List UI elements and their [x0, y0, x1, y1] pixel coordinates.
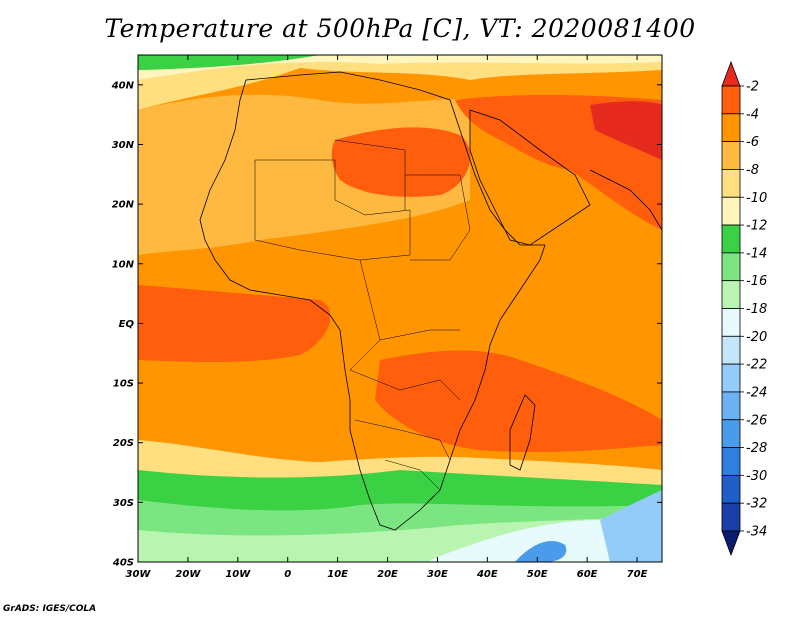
colorbar-label: -28 [746, 441, 767, 456]
lon-tick-label: 10E [327, 569, 348, 580]
colorbar: -2 -4 -6 -8 -10 -12 -14 -16 -18 -20 -22 -24 -26 -28 -3… [721, 60, 767, 557]
colorbar-swatch [721, 224, 741, 254]
lon-tick-label: 0 [284, 569, 291, 580]
colorbar-label: -18 [746, 302, 767, 317]
colorbar-swatch [721, 196, 741, 226]
colorbar-label: -16 [746, 274, 767, 289]
lat-tick-label: 20S [113, 438, 134, 449]
coastlines [199, 71, 663, 531]
colorbar-under-triangle [721, 530, 741, 557]
colorbar-swatch [721, 363, 741, 393]
lat-tick-label: 10S [113, 379, 134, 390]
latitude-axis: 40S 30S 20S 10S EQ 10N 20N 30N 40N [111, 80, 662, 569]
africa-coastline [199, 71, 546, 531]
map-title: Temperature at 500hPa [C], VT: 202008140… [104, 14, 696, 43]
border-line [354, 419, 451, 461]
colorbar-label: -24 [746, 385, 767, 400]
longitude-axis: 30W 20W 10W 0 10E 20E 30E 40E 50E 60E 70E [126, 55, 648, 580]
colorbar-label: -32 [746, 497, 767, 512]
madagascar-coastline [509, 394, 536, 471]
colorbar-swatch [721, 474, 741, 504]
atlantic-warm-tongue [138, 285, 331, 363]
lat-tick-label: 30S [113, 498, 134, 509]
plot-frame [137, 54, 663, 563]
colorbar-label: -30 [746, 469, 767, 484]
border-line [384, 459, 441, 491]
colorbar-label: -12 [746, 219, 767, 234]
country-borders [254, 139, 471, 491]
asia-hottest-core [590, 101, 662, 160]
colorbar-swatch [721, 419, 741, 448]
coldest-patch [515, 541, 567, 562]
lon-tick-label: 30E [427, 569, 448, 580]
cold-blue-patch [600, 490, 662, 562]
colorbar-swatch [721, 335, 741, 365]
colorbar-label: -34 [746, 525, 767, 540]
colorbar-label: -22 [746, 358, 767, 373]
colorbar-label: -8 [746, 163, 759, 178]
temperature-field [138, 55, 662, 562]
lon-tick-label: 60E [577, 569, 598, 580]
colorbar-swatch [721, 391, 741, 421]
lat-tick-label: 30N [112, 140, 135, 151]
lon-tick-label: 50E [527, 569, 548, 580]
colorbar-label: -4 [746, 107, 759, 122]
lat-tick-label: 10N [112, 259, 135, 270]
colorbar-over-triangle [721, 60, 741, 87]
north-pale-band [138, 55, 662, 110]
sahara-hot-core [331, 127, 471, 197]
border-line [349, 339, 461, 401]
cold-white-band [430, 495, 662, 562]
colorbar-swatch [721, 308, 741, 337]
colorbar-swatch [721, 447, 741, 476]
lon-tick-label: 70E [627, 569, 648, 580]
lon-tick-label: 20E [377, 569, 398, 580]
colorbar-label: -14 [746, 246, 767, 261]
lon-tick-label: 30W [126, 569, 152, 580]
colorbar-swatch [721, 85, 741, 115]
colorbar-label: -20 [746, 330, 767, 345]
colorbar-swatch [721, 169, 741, 198]
asia-coastline [589, 169, 663, 231]
lon-tick-label: 40E [476, 569, 498, 580]
colorbar-swatch [721, 113, 741, 143]
colorbar-label: -6 [746, 135, 759, 150]
colorbar-swatch [721, 502, 741, 532]
lat-tick-label: 40N [111, 80, 135, 91]
southern-africa-warm [375, 350, 662, 453]
border-line [254, 159, 411, 261]
colorbar-swatch [721, 280, 741, 309]
border-line [334, 139, 406, 210]
grads-credit: GrADS: IGES/COLA [3, 604, 97, 614]
arabia-coastline [469, 109, 591, 246]
lat-tick-label: 20N [112, 200, 135, 211]
colorbar-swatch [721, 252, 741, 282]
lon-tick-label: 10W [225, 569, 251, 580]
lon-tick-label: 20W [175, 569, 201, 580]
colorbar-swatch [721, 141, 741, 170]
colorbar-label: -2 [746, 80, 759, 95]
colorbar-label: -10 [746, 191, 767, 206]
colorbar-label: -26 [746, 413, 767, 428]
lat-tick-label: 40S [112, 558, 134, 569]
lat-tick-label: EQ [119, 319, 135, 330]
north-green-patch [138, 55, 320, 70]
border-line [405, 174, 471, 261]
